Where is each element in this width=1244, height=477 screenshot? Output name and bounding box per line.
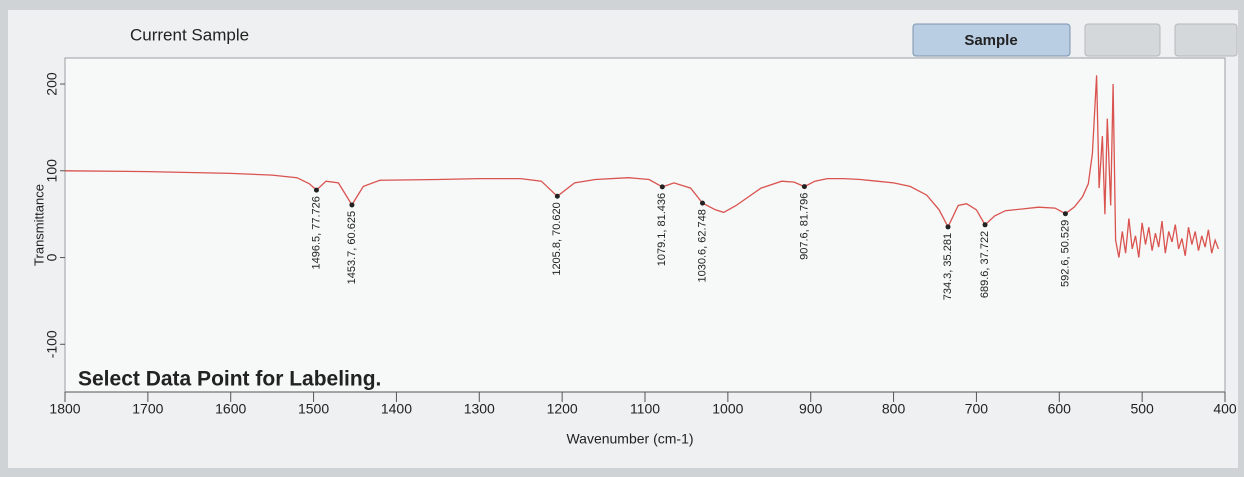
x-tick-label: 1500 — [298, 401, 329, 417]
x-tick-label: 1100 — [630, 401, 660, 417]
peak-label: 907.6, 81.796 — [798, 193, 810, 260]
window-title: Current Sample — [130, 25, 249, 44]
peak-marker — [349, 202, 354, 207]
peak-label: 734.3, 35.281 — [942, 233, 954, 300]
x-tick-label: 1600 — [215, 401, 246, 417]
x-tick-label: 1200 — [547, 401, 578, 417]
x-tick-label: 1800 — [49, 401, 80, 417]
x-tick-label: 1300 — [464, 401, 495, 417]
y-tick-label: 0 — [44, 253, 60, 261]
peak-marker — [314, 188, 319, 193]
peak-marker — [802, 184, 807, 189]
x-axis-label: Wavenumber (cm-1) — [566, 431, 693, 447]
sample-button-label[interactable]: Sample — [964, 32, 1017, 49]
plot-area — [65, 58, 1225, 392]
y-tick-label: 100 — [44, 159, 60, 183]
peak-label: 689.6, 37.722 — [979, 231, 991, 298]
peak-label: 1030.6, 62.748 — [696, 209, 708, 282]
peak-label: 1205.8, 70.620 — [551, 202, 563, 275]
peak-label: 1496.5, 77.726 — [310, 196, 322, 269]
peak-label: 592.6, 50.529 — [1059, 220, 1071, 287]
x-tick-label: 1000 — [712, 401, 743, 417]
x-tick-label: 600 — [1048, 401, 1072, 417]
x-tick-label: 1700 — [132, 401, 163, 417]
y-tick-label: 200 — [44, 72, 60, 96]
x-tick-label: 500 — [1130, 401, 1154, 417]
peak-marker — [946, 224, 951, 229]
x-tick-label: 700 — [965, 401, 989, 417]
peak-marker — [983, 222, 988, 227]
peak-marker — [660, 184, 665, 189]
peak-marker — [555, 194, 560, 199]
peak-label: 1453.7, 60.625 — [346, 211, 358, 284]
status-text: Select Data Point for Labeling. — [78, 368, 381, 391]
peak-marker — [700, 201, 705, 206]
screen: Current Sample Sample Select Data Point … — [0, 0, 1244, 472]
x-tick-label: 900 — [799, 401, 823, 417]
x-tick-label: 800 — [882, 401, 906, 417]
x-tick-label: 1400 — [381, 401, 412, 417]
page: Current Sample Sample Select Data Point … — [0, 0, 1244, 472]
peak-label: 1079.1, 81.436 — [656, 193, 668, 266]
x-tick-label: 400 — [1213, 401, 1237, 417]
prev-button[interactable] — [1085, 24, 1160, 56]
next-button[interactable] — [1175, 24, 1237, 56]
y-tick-label: -100 — [44, 330, 60, 358]
peak-marker — [1063, 211, 1068, 216]
